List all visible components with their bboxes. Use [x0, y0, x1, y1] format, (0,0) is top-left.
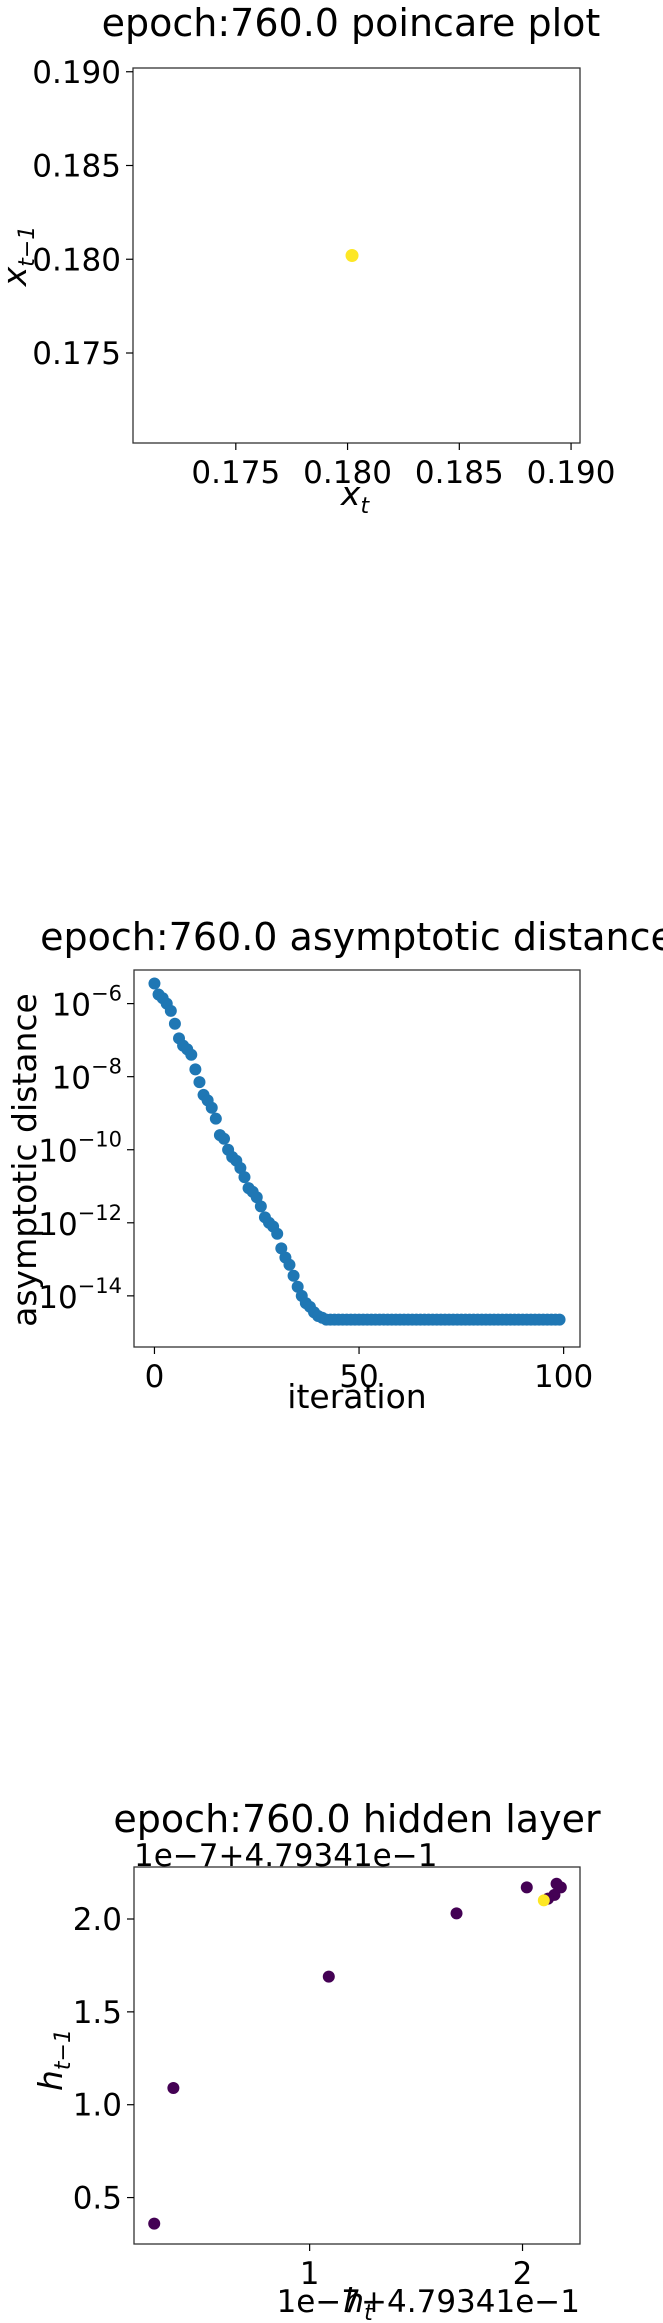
poincare-y-axis-label-subscript: t−1 [15, 226, 40, 267]
distance-point [254, 1200, 267, 1213]
distance-y-axis-label: asymptotic distance [5, 993, 44, 1327]
distance-point [218, 1132, 231, 1145]
hidden-plot-frame [133, 1866, 581, 2245]
distance-point [164, 1004, 177, 1017]
distance-y-tick-label: 10−12 [38, 1201, 122, 1243]
hidden-point [322, 1970, 335, 1983]
hidden-y-tick-label: 1.0 [73, 2088, 122, 2124]
poincare-x-axis-label-subscript: t [360, 494, 370, 519]
hidden-x-tick-label: 1 [300, 2256, 320, 2292]
hidden-point [520, 1881, 533, 1894]
hidden-y-axis-label-text: ht−1 [31, 2029, 76, 2091]
distance-x-axis-label: iteration [287, 1377, 426, 1416]
distance-point [193, 1076, 206, 1089]
poincare-y-tick-label: 0.185 [32, 149, 121, 185]
poincare-y-tick-label: 0.180 [32, 242, 121, 278]
hidden-point [148, 2217, 161, 2230]
distance-point [271, 1227, 284, 1240]
poincare-x-tick-label: 0.180 [303, 455, 392, 491]
distance-point [189, 1063, 202, 1076]
distance-point [275, 1242, 288, 1255]
hidden-x-axis-label-subscript: t [364, 2301, 374, 2323]
hidden-x-offset-label: 1e−7+4.79341e−1 [277, 2284, 580, 2320]
distance-x-tick-label: 0 [145, 1359, 165, 1395]
distance-y-tick-label: 10−14 [38, 1274, 122, 1316]
distance-point [234, 1161, 247, 1174]
distance-point [553, 1313, 566, 1326]
poincare-y-tick-label: 0.175 [32, 336, 121, 372]
distance-point [148, 977, 161, 990]
distance-y-tick-exponent: −10 [78, 1128, 122, 1152]
poincare-y-tick-label: 0.190 [32, 55, 121, 91]
distance-y-tick-label: 10−10 [38, 1128, 122, 1170]
distance-point [283, 1258, 296, 1271]
distance-point [238, 1171, 251, 1184]
distance-y-tick-label: 10−6 [52, 982, 122, 1024]
distance-x-tick-label: 100 [534, 1359, 593, 1395]
hidden-y-tick-label: 0.5 [73, 2181, 122, 2217]
hidden-point [450, 1907, 463, 1920]
poincare-point [345, 249, 359, 262]
distance-x-tick-label: 50 [339, 1359, 378, 1395]
distance-point [287, 1269, 300, 1282]
hidden-x-tick-label: 2 [513, 2256, 533, 2292]
hidden-point [537, 1894, 550, 1907]
distance-y-tick-exponent: −14 [78, 1274, 122, 1298]
distance-point [291, 1280, 304, 1293]
distance-y-tick-exponent: −6 [91, 982, 122, 1006]
distance-point [185, 1048, 198, 1061]
hidden-title: epoch:760.0 hidden layer [113, 1797, 601, 1841]
poincare-title: epoch:760.0 poincare plot [102, 1, 601, 45]
distance-y-tick-label: 10−8 [52, 1055, 122, 1097]
poincare-x-tick-label: 0.185 [415, 455, 504, 491]
hidden-y-tick-label: 2.0 [73, 1902, 122, 1938]
distance-point [168, 1017, 181, 1030]
poincare-x-tick-label: 0.175 [191, 455, 280, 491]
distance-point [250, 1191, 263, 1204]
hidden-y-tick-label: 1.5 [73, 1995, 122, 2031]
hidden-y-axis-label: ht−1 [31, 2029, 76, 2091]
distance-point [209, 1112, 222, 1125]
distance-plot-frame [133, 969, 581, 1348]
distance-y-tick-exponent: −8 [91, 1055, 122, 1079]
distance-title: epoch:760.0 asymptotic distance [40, 915, 663, 959]
distance-y-tick-exponent: −12 [78, 1201, 122, 1225]
hidden-y-axis-label-subscript: t−1 [51, 2029, 76, 2070]
hidden-point [167, 2082, 180, 2094]
distance-point [205, 1101, 218, 1114]
hidden-y-offset-label: 1e−7+4.79341e−1 [134, 1838, 437, 1874]
poincare-x-tick-label: 0.190 [527, 455, 616, 491]
poincare-plot-frame [132, 67, 581, 444]
